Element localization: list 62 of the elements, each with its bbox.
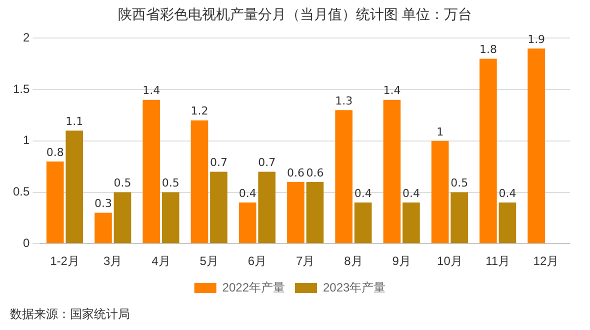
bar xyxy=(142,100,160,244)
bar xyxy=(66,130,84,244)
data-label: 0.7 xyxy=(258,156,276,170)
bar xyxy=(528,48,545,244)
bar xyxy=(450,192,468,244)
x-tick-label: 5月 xyxy=(200,254,218,268)
bar xyxy=(114,192,132,244)
x-tick-label: 1-2月 xyxy=(50,254,80,268)
data-label: 0.4 xyxy=(354,186,372,200)
data-label: 0.7 xyxy=(210,156,228,170)
data-label: 0.4 xyxy=(238,186,256,200)
data-label: 1.4 xyxy=(142,84,160,98)
y-tick-label: 0 xyxy=(22,236,30,250)
y-tick-label: 1.5 xyxy=(12,82,30,96)
data-label: 0.6 xyxy=(286,166,304,180)
data-label: 0.5 xyxy=(450,176,468,190)
bar xyxy=(306,182,324,244)
y-tick-label: 0.5 xyxy=(12,184,30,199)
bar xyxy=(498,202,516,244)
x-tick-label: 9月 xyxy=(392,254,411,268)
x-tick-label: 4月 xyxy=(152,254,170,268)
x-tick-label: 6月 xyxy=(248,254,267,268)
legend-label: 2023年产量 xyxy=(323,280,386,294)
chart-title: 陕西省彩色电视机产量分月（当月值）统计图 单位：万台 xyxy=(116,6,474,24)
bar xyxy=(480,58,497,244)
bar xyxy=(287,182,304,244)
x-tick-label: 10月 xyxy=(437,254,462,268)
data-label: 1.8 xyxy=(479,43,497,56)
x-tick-label: 7月 xyxy=(296,254,315,268)
data-label: 1.1 xyxy=(66,114,84,128)
bar xyxy=(238,202,256,244)
bar xyxy=(431,140,449,244)
data-label: 0.5 xyxy=(162,176,180,190)
bar xyxy=(210,172,228,244)
data-label: 0.3 xyxy=(94,197,112,210)
data-label: 0.5 xyxy=(114,176,132,190)
bar xyxy=(354,202,372,244)
data-label: 1.9 xyxy=(528,32,546,46)
bar xyxy=(162,192,180,244)
x-tick-label: 8月 xyxy=(344,254,363,268)
data-label: 1.2 xyxy=(190,104,208,118)
source-note: 数据来源：国家统计局 xyxy=(10,306,130,323)
y-tick-label: 1 xyxy=(22,133,30,148)
data-label: 0.4 xyxy=(498,186,516,200)
data-label: 1.4 xyxy=(383,84,401,98)
data-label: 0.8 xyxy=(46,146,64,159)
bar xyxy=(190,120,208,244)
bar xyxy=(258,172,276,244)
x-tick-label: 12月 xyxy=(533,254,559,268)
bar xyxy=(335,110,352,244)
x-tick-label: 11月 xyxy=(486,254,510,268)
bar xyxy=(94,212,112,244)
data-label: 0.4 xyxy=(402,186,420,200)
bar xyxy=(46,161,64,244)
bar xyxy=(383,100,401,244)
legend-label: 2022年产量 xyxy=(222,280,286,294)
data-label: 0.6 xyxy=(306,166,324,180)
y-tick-label: 2 xyxy=(22,30,30,45)
data-label: 1.3 xyxy=(335,94,353,108)
bar xyxy=(402,202,420,244)
data-label: 1 xyxy=(436,125,444,138)
x-tick-label: 3月 xyxy=(104,254,122,268)
